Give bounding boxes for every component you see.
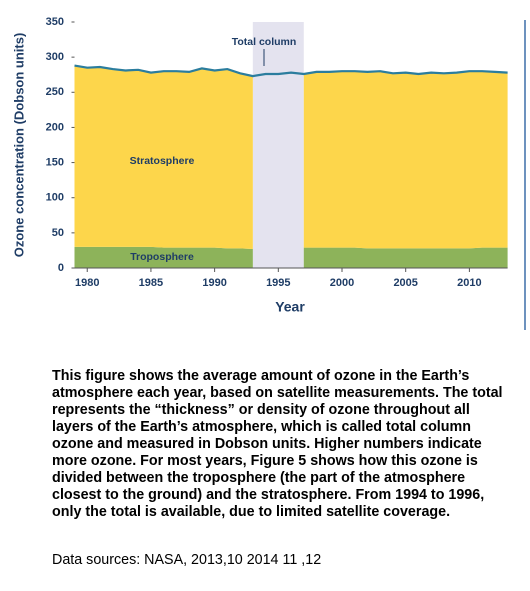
caption: This figure shows the average amount of … [52,368,503,520]
series-label: Stratosphere [130,155,195,167]
x-tick-label: 1980 [75,277,99,289]
x-tick-label: 1990 [202,277,226,289]
y-tick-label: 200 [46,121,64,133]
area [303,247,508,268]
series-label: Total column [232,36,297,48]
x-tick-label: 2010 [457,277,481,289]
y-tick-label: 350 [46,16,64,28]
x-tick-label: 1985 [139,277,163,289]
y-axis-label: Ozone concentration (Dobson units) [11,33,26,258]
line [74,64,508,78]
y-tick-label: 100 [46,192,64,204]
area [303,71,508,249]
x-tick-label: 2005 [393,277,417,289]
x-tick-label: 1995 [266,277,290,289]
sources: Data sources: NASA, 2013,10 2014 11 ,12 [52,552,322,568]
y-tick-label: 150 [46,156,64,168]
y-tick-label: 50 [52,227,64,239]
area [74,65,253,250]
data-gap [252,22,304,268]
area [74,246,253,268]
x-axis-label: Year [275,299,305,315]
y-tick-label: 0 [58,262,64,274]
chart: Ozone concentration (Dobson units) Year … [11,16,526,330]
series-label: Troposphere [130,251,194,263]
x-tick-label: 2000 [330,277,354,289]
y-tick-label: 250 [46,86,64,98]
y-tick-label: 300 [46,51,64,63]
